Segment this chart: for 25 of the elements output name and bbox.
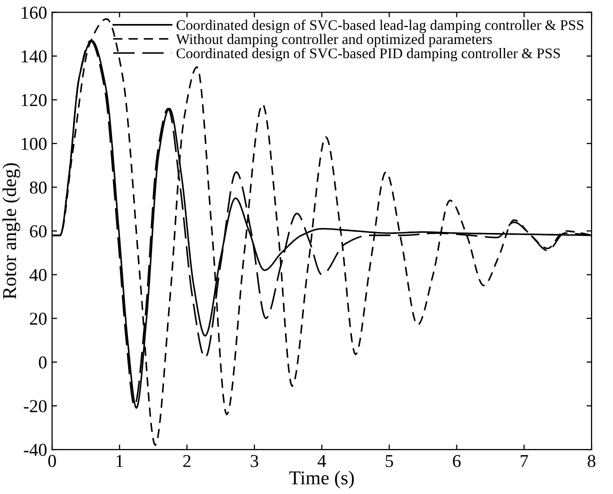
y-tick-label: 60 — [30, 225, 47, 238]
y-tick-label: 80 — [30, 181, 47, 194]
x-tick-label: 8 — [588, 454, 596, 468]
x-tick-label: 2 — [183, 454, 190, 467]
y-tick-label: 40 — [30, 268, 47, 282]
x-axis-title: Time (s) — [289, 470, 354, 488]
y-tick-label: 120 — [22, 94, 47, 106]
y-tick-label: 20 — [30, 312, 47, 325]
x-tick-label: 4 — [318, 455, 326, 467]
y-tick-label: 160 — [22, 6, 47, 19]
x-tick-label: 5 — [386, 455, 394, 468]
x-tick-label: 6 — [452, 454, 461, 468]
legend-label: Coordinated design of SVC-based lead-lag damping controller & PSS — [176, 20, 584, 34]
x-tick-label: 0 — [48, 454, 56, 468]
y-tick-label: 100 — [22, 138, 47, 150]
y-tick-label: -20 — [24, 400, 47, 412]
legend-label: Coordinated design of SVC-based PID damping controller & PSS — [176, 48, 560, 62]
legend-label: Without damping controller and optimized parameters — [176, 34, 492, 48]
y-tick-label: 140 — [22, 50, 47, 63]
x-tick-label: 7 — [520, 455, 528, 467]
y-axis-title: Rotor angle (deg) — [2, 163, 20, 299]
x-tick-label: 1 — [116, 455, 123, 467]
x-tick-label: 3 — [250, 454, 258, 468]
y-tick-label: 0 — [38, 356, 47, 369]
y-tick-label: -40 — [24, 444, 47, 456]
